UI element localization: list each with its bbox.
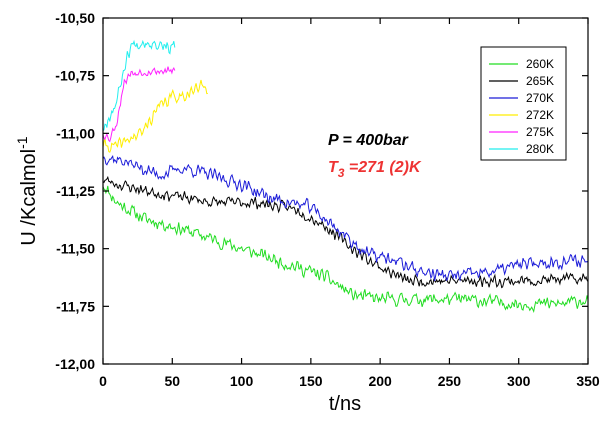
x-tick-label: 150 bbox=[299, 373, 323, 389]
x-axis-title: t/ns bbox=[329, 393, 361, 415]
legend-label-265K: 265K bbox=[526, 74, 554, 88]
legend-label-280K: 280K bbox=[526, 142, 554, 156]
y-axis-title-main: U /Kcalmol bbox=[18, 149, 40, 246]
x-tick-label: 250 bbox=[438, 373, 462, 389]
y-axis-title-superscript: -1 bbox=[14, 136, 30, 149]
legend-label-260K: 260K bbox=[526, 57, 554, 71]
legend-box bbox=[480, 46, 567, 161]
x-tick-label: 0 bbox=[99, 373, 107, 389]
pressure-annotation: P = 400bar bbox=[328, 132, 409, 149]
series-line-270K bbox=[102, 155, 589, 282]
series-line-260K bbox=[102, 185, 589, 313]
t3-annotation-subscript: 3 bbox=[338, 166, 345, 180]
t3-annotation-main: T bbox=[328, 159, 339, 176]
x-axis-ticks: 0 50 100 150 200 250 300 350 bbox=[99, 18, 600, 389]
x-tick-label: 100 bbox=[230, 373, 254, 389]
series-line-272K bbox=[102, 79, 208, 153]
y-tick-label: -11,25 bbox=[56, 183, 95, 199]
y-axis-ticks: -12,00 -11,75 -11,50 -11,25 -11,00 -10,75 -10,… bbox=[55, 10, 588, 372]
t3-annotation: T3 =271 (2)K bbox=[328, 159, 422, 180]
series-line-265K bbox=[102, 175, 589, 289]
x-tick-label: 300 bbox=[507, 373, 531, 389]
y-axis-title: U /Kcalmol-1 bbox=[14, 136, 40, 245]
legend-label-275K: 275K bbox=[526, 125, 554, 139]
y-tick-label: -11,00 bbox=[56, 125, 95, 141]
series-line-275K bbox=[102, 66, 176, 143]
legend: 260K 265K 270K 272K 275K 280K bbox=[480, 46, 567, 161]
legend-label-272K: 272K bbox=[526, 108, 554, 122]
x-tick-label: 200 bbox=[368, 373, 392, 389]
x-tick-label: 50 bbox=[164, 373, 180, 389]
x-tick-label: 350 bbox=[576, 373, 600, 389]
series-line-280K bbox=[102, 39, 176, 132]
y-tick-label: -12,00 bbox=[55, 356, 95, 372]
y-tick-label: -11,50 bbox=[56, 241, 95, 257]
series-group bbox=[102, 39, 589, 313]
t3-annotation-rest: =271 (2)K bbox=[344, 159, 421, 176]
legend-label-270K: 270K bbox=[526, 91, 554, 105]
y-tick-label: -10,50 bbox=[55, 10, 95, 26]
y-tick-label: -10,75 bbox=[55, 68, 95, 84]
y-tick-label: -11,75 bbox=[56, 298, 95, 314]
